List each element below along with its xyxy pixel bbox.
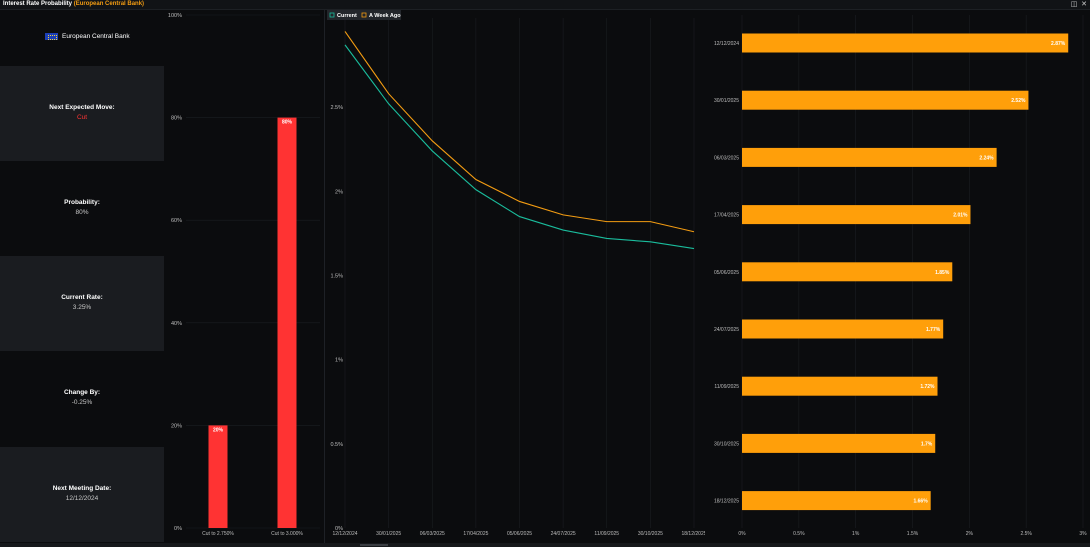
x-tick-label: 2.5% [1020,531,1032,537]
rate-bar [742,491,931,511]
y-tick-label: 0.5% [330,442,343,448]
y-tick-label: 1.5% [330,274,343,280]
y-tick-label: 11/09/2025 [714,384,739,390]
next-move-value: Cut [76,114,88,121]
panel-divider [324,10,325,544]
y-tick-label: 100% [168,13,182,19]
horizontal-scrollbar[interactable] [0,543,1090,547]
bank-header: European Central Bank [0,10,164,66]
change-by-label: Change By: [63,389,101,396]
probability-label: Probability: [64,199,100,206]
rate-path-chart: 0% 0.5% 1% 1.5% 2% 2.5% 12/12/2024 30/01/2025 06… [327,10,705,537]
rate-bar [742,205,971,225]
y-tick-label: 0% [174,526,182,532]
popout-icon[interactable]: ◫ [1070,1,1078,8]
window-title: Interest Rate Probability (European Cent… [3,1,144,7]
y-tick-label: 18/12/2025 [714,499,739,505]
legend-swatch [329,12,335,18]
y-tick-label: 2% [335,189,343,195]
rate-bar [742,433,936,453]
rate-bar [742,33,1069,53]
rate-bar [742,147,997,167]
bar-data-label: 1.7% [921,441,933,447]
legend [327,10,401,20]
y-tick-label: 2.5% [330,105,343,111]
y-tick-label: 40% [171,321,182,327]
x-tick-label: 0% [738,531,746,537]
bank-name: European Central Bank [62,33,130,40]
change-by-value: -0.25% [71,399,93,406]
bar-data-label: 1.85% [935,270,950,276]
x-tick-label: 06/03/2025 [420,531,445,537]
x-tick-label: 3% [1079,531,1087,537]
y-tick-label: 80% [171,116,182,122]
bar-data-label: 1.72% [920,384,935,390]
bar-data-label: 2.52% [1011,98,1026,104]
bar-data-label: 2.87% [1051,41,1066,47]
bar-data-label: 80% [282,120,293,126]
probability-bar [208,425,228,528]
legend-label: A Week Ago [369,13,401,19]
bar-data-label: 2.01% [953,213,968,219]
current-rate-label: Current Rate: [61,294,103,301]
y-tick-label: 12/12/2024 [714,41,739,47]
x-tick-label: 2% [966,531,974,537]
current-rate-value: 3.25% [72,304,92,311]
scrollbar-thumb[interactable] [360,544,388,546]
y-tick-label: 17/04/2025 [714,213,739,219]
y-tick-label: 1% [335,358,343,364]
y-tick-label: 24/07/2025 [714,327,739,333]
meeting-rate-chart: 0% 0.5% 1% 1.5% 2% 2.5% 3% 12/12/2024 2.87% 30/01… [714,15,1087,537]
bar-data-label: 1.77% [926,327,941,333]
x-tick-label: 05/06/2025 [507,531,532,537]
rate-bar [742,319,944,339]
y-tick-label: 30/10/2025 [714,441,739,447]
probability-panel: Probability: 80% [0,161,164,256]
x-tick-label: 30/10/2025 [638,531,663,537]
bar-data-label: 1.66% [913,499,928,505]
y-tick-label: 20% [171,423,182,429]
close-icon[interactable]: ✕ [1081,1,1087,8]
current-rate-panel: Current Rate: 3.25% [0,256,164,351]
probability-bar [277,117,297,528]
x-tick-label: 18/12/2025 [681,531,705,537]
legend-label: Current [337,13,357,19]
x-tick-label: Cut to 2.750% [202,531,234,537]
probability-value: 80% [75,209,89,216]
x-tick-label: 1% [852,531,860,537]
legend-swatch [361,12,367,18]
x-tick-label: 1.5% [907,531,919,537]
eu-flag-icon [45,33,58,40]
rate-bar [742,376,938,396]
change-by-panel: Change By: -0.25% [0,351,164,446]
rate-bar [742,90,1029,110]
x-tick-label: 11/09/2025 [594,531,619,537]
next-meeting-value: 12/12/2024 [65,495,99,502]
y-tick-label: 0% [335,526,343,532]
y-tick-label: 60% [171,218,182,224]
next-move-panel: Next Expected Move: Cut [0,66,164,161]
x-tick-label: 30/01/2025 [376,531,401,537]
next-meeting-label: Next Meeting Date: [52,485,112,492]
bar-data-label: 20% [213,427,224,433]
window-subtitle: (European Central Bank) [73,1,145,7]
y-tick-label: 06/03/2025 [714,155,739,161]
series-line [344,31,695,233]
sidebar: European Central Bank Next Expected Move… [0,10,164,544]
x-tick-label: 12/12/2024 [332,531,357,537]
x-tick-label: 0.5% [793,531,805,537]
x-tick-label: 24/07/2025 [551,531,576,537]
rate-bar [742,262,953,282]
title-bar: Interest Rate Probability (European Cent… [0,0,1090,10]
bar-data-label: 2.24% [979,155,994,161]
window-title-text: Interest Rate Probability [3,1,73,7]
x-tick-label: Cut to 3.000% [271,531,303,537]
x-tick-label: 17/04/2025 [463,531,488,537]
y-tick-label: 05/06/2025 [714,270,739,276]
y-tick-label: 30/01/2025 [714,98,739,104]
next-move-label: Next Expected Move: [49,104,115,111]
probability-chart: 0% 20% 40% 60% 80% 100% 20% Cut to 2.750% 80% Cut… [168,13,320,537]
next-meeting-panel: Next Meeting Date: 12/12/2024 [0,447,164,542]
series-line [344,44,695,250]
